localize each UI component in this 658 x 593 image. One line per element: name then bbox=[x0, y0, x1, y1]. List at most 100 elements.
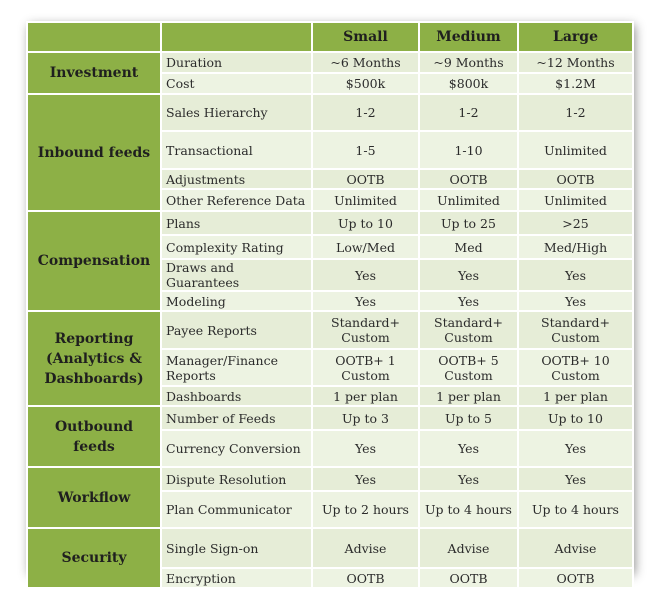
cell-medium: 1-2 bbox=[418, 93, 519, 132]
table-row: Complexity Rating Low/Med Med Med/High bbox=[27, 234, 634, 260]
row-label: Plan Communicator bbox=[160, 490, 313, 529]
table-row: Modeling Yes Yes Yes bbox=[27, 290, 634, 312]
cell-medium: Advise bbox=[418, 527, 519, 569]
table-row: Adjustments OOTB OOTB OOTB bbox=[27, 168, 634, 190]
row-label: Sales Hierarchy bbox=[160, 93, 313, 132]
cell-large: Standard+ Custom bbox=[517, 310, 634, 350]
cell-small: OOTB bbox=[311, 168, 420, 190]
cell-small: Yes bbox=[311, 258, 420, 292]
group-outbound-feeds: Outbound feeds bbox=[26, 405, 162, 468]
table-row: Currency Conversion Yes Yes Yes bbox=[27, 429, 634, 468]
column-header-medium: Medium bbox=[418, 21, 519, 53]
cell-medium: Up to 5 bbox=[418, 405, 519, 431]
group-reporting: Reporting (Analytics & Dashboards) bbox=[26, 310, 162, 407]
cell-large: OOTB bbox=[517, 168, 634, 190]
column-header-small: Small bbox=[311, 21, 420, 53]
group-inbound-feeds: Inbound feeds bbox=[26, 93, 162, 212]
cell-large: >25 bbox=[517, 210, 634, 236]
row-label: Plans bbox=[160, 210, 313, 236]
column-header-large: Large bbox=[517, 21, 634, 53]
cell-small: Yes bbox=[311, 429, 420, 468]
cell-medium: Unlimited bbox=[418, 188, 519, 212]
table-row: Plan Communicator Up to 2 hours Up to 4 … bbox=[27, 490, 634, 529]
cell-small: OOTB+ 1 Custom bbox=[311, 348, 420, 387]
row-label: Single Sign-on bbox=[160, 527, 313, 569]
table-row: Draws and Guarantees Yes Yes Yes bbox=[27, 258, 634, 292]
cell-small: $500k bbox=[311, 72, 420, 95]
cell-large: Up to 10 bbox=[517, 405, 634, 431]
table-row: Workflow Dispute Resolution Yes Yes Yes bbox=[26, 466, 634, 529]
row-label: Modeling bbox=[160, 290, 313, 312]
header-blank-cell bbox=[160, 21, 313, 53]
cell-large: Unlimited bbox=[517, 130, 634, 170]
table-row: Dashboards 1 per plan 1 per plan 1 per p… bbox=[27, 385, 634, 407]
cell-medium: Up to 4 hours bbox=[418, 490, 519, 529]
table-row: Encryption OOTB OOTB OOTB bbox=[27, 567, 634, 589]
cell-large: Yes bbox=[517, 290, 634, 312]
table-row: Investment Duration ~6 Months ~9 Months … bbox=[26, 51, 634, 95]
row-label: Currency Conversion bbox=[160, 429, 313, 468]
row-label: Cost bbox=[160, 72, 313, 95]
cell-large: Unlimited bbox=[517, 188, 634, 212]
header-row: Small Medium Large bbox=[26, 21, 634, 53]
table-row: Transactional 1-5 1-10 Unlimited bbox=[27, 130, 634, 170]
table-row: Inbound feeds Sales Hierarchy 1-2 1-2 1-… bbox=[26, 93, 634, 212]
cell-large: Yes bbox=[517, 466, 634, 492]
cell-small: OOTB bbox=[311, 567, 420, 589]
cell-large: ~12 Months bbox=[517, 51, 634, 74]
row-label: Number of Feeds bbox=[160, 405, 313, 431]
cell-medium: Yes bbox=[418, 290, 519, 312]
cell-small: Up to 10 bbox=[311, 210, 420, 236]
row-label: Manager/Finance Reports bbox=[160, 348, 313, 387]
cell-medium: OOTB bbox=[418, 168, 519, 190]
table-row: Reporting (Analytics & Dashboards) Payee… bbox=[26, 310, 634, 407]
cell-medium: Yes bbox=[418, 429, 519, 468]
cell-medium: 1-10 bbox=[418, 130, 519, 170]
cell-small: ~6 Months bbox=[311, 51, 420, 74]
cell-medium: Yes bbox=[418, 466, 519, 492]
cell-medium: Standard+ Custom bbox=[418, 310, 519, 350]
row-label: Adjustments bbox=[160, 168, 313, 190]
table-row: Cost $500k $800k $1.2M bbox=[27, 72, 634, 95]
implementation-size-comparison-table: Small Medium Large Investment Duration ~… bbox=[26, 21, 634, 589]
group-workflow: Workflow bbox=[26, 466, 162, 529]
row-label: Dispute Resolution bbox=[160, 466, 313, 492]
cell-small: Advise bbox=[311, 527, 420, 569]
cell-medium: ~9 Months bbox=[418, 51, 519, 74]
cell-large: Up to 4 hours bbox=[517, 490, 634, 529]
header-blank-cell bbox=[26, 21, 162, 53]
cell-large: Yes bbox=[517, 258, 634, 292]
group-security: Security bbox=[26, 527, 162, 589]
comparison-table-card: Small Medium Large Investment Duration ~… bbox=[26, 21, 634, 589]
cell-medium: 1 per plan bbox=[418, 385, 519, 407]
cell-small: Yes bbox=[311, 290, 420, 312]
table-row: Compensation Plans Up to 10 Up to 25 >25 bbox=[26, 210, 634, 312]
row-label: Transactional bbox=[160, 130, 313, 170]
cell-medium: $800k bbox=[418, 72, 519, 95]
cell-medium: Up to 25 bbox=[418, 210, 519, 236]
cell-small: 1-5 bbox=[311, 130, 420, 170]
cell-medium: OOTB+ 5 Custom bbox=[418, 348, 519, 387]
row-label: Payee Reports bbox=[160, 310, 313, 350]
cell-medium: OOTB bbox=[418, 567, 519, 589]
cell-medium: Yes bbox=[418, 258, 519, 292]
row-label: Dashboards bbox=[160, 385, 313, 407]
row-label: Draws and Guarantees bbox=[160, 258, 313, 292]
cell-small: Up to 3 bbox=[311, 405, 420, 431]
group-investment: Investment bbox=[26, 51, 162, 95]
cell-small: Unlimited bbox=[311, 188, 420, 212]
cell-medium: Med bbox=[418, 234, 519, 260]
cell-small: 1-2 bbox=[311, 93, 420, 132]
table-row: Security Single Sign-on Advise Advise Ad… bbox=[26, 527, 634, 589]
cell-small: Up to 2 hours bbox=[311, 490, 420, 529]
cell-large: OOTB+ 10 Custom bbox=[517, 348, 634, 387]
cell-large: Med/High bbox=[517, 234, 634, 260]
cell-large: 1 per plan bbox=[517, 385, 634, 407]
row-label: Other Reference Data bbox=[160, 188, 313, 212]
cell-small: Standard+ Custom bbox=[311, 310, 420, 350]
cell-large: $1.2M bbox=[517, 72, 634, 95]
cell-large: 1-2 bbox=[517, 93, 634, 132]
cell-large: OOTB bbox=[517, 567, 634, 589]
row-label: Complexity Rating bbox=[160, 234, 313, 260]
group-compensation: Compensation bbox=[26, 210, 162, 312]
